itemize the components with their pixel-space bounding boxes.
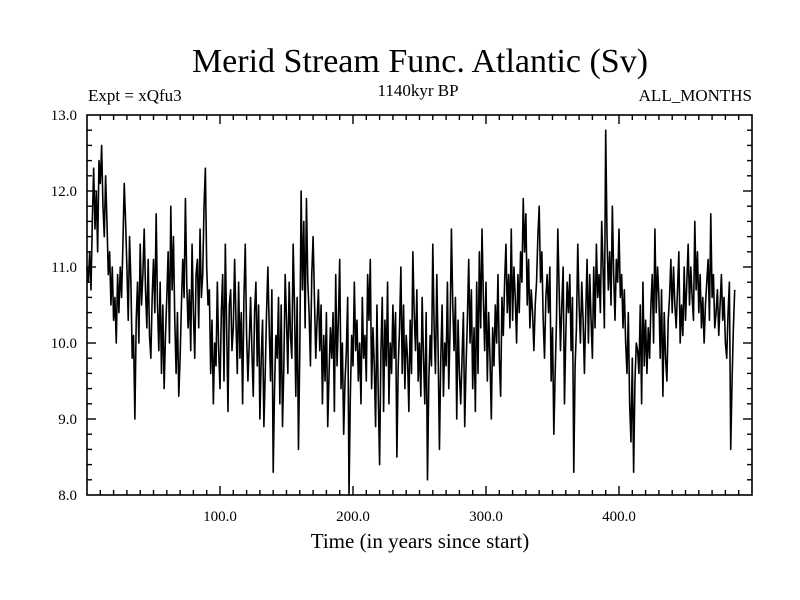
- plot-frame: [86, 114, 753, 496]
- x-tick-labels: 100.0 200.0 300.0 400.0: [203, 509, 636, 525]
- axis-ticks: [87, 115, 752, 495]
- x-tick-label: 100.0: [203, 509, 237, 525]
- experiment-label: Expt = xQfu3: [88, 86, 182, 105]
- y-tick-label: 11.0: [51, 260, 77, 276]
- x-tick-label: 400.0: [602, 509, 636, 525]
- series-line: [86, 129, 736, 496]
- period-label: 1140kyr BP: [377, 81, 458, 100]
- x-axis-label: Time (in years since start): [311, 529, 530, 553]
- months-label: ALL_MONTHS: [639, 86, 752, 105]
- x-tick-label: 300.0: [469, 509, 503, 525]
- y-tick-label: 8.0: [58, 488, 77, 504]
- y-tick-label: 10.0: [51, 336, 77, 352]
- y-tick-label: 9.0: [58, 412, 77, 428]
- y-tick-label: 13.0: [51, 108, 77, 124]
- y-tick-label: 12.0: [51, 184, 77, 200]
- x-tick-label: 200.0: [336, 509, 370, 525]
- y-tick-labels: 8.0 9.0 10.0 11.0 12.0 13.0: [51, 108, 77, 504]
- chart-title: Merid Stream Func. Atlantic (Sv): [192, 43, 648, 80]
